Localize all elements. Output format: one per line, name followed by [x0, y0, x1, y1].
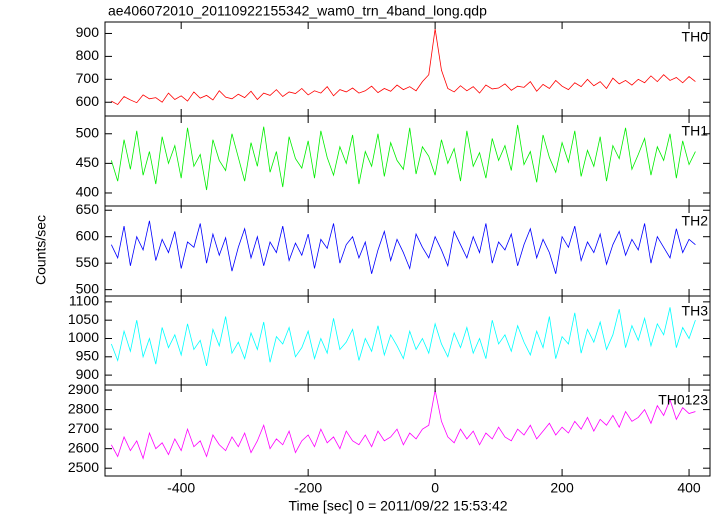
y-tick-label: 500 [76, 280, 100, 296]
series-label: TH3 [682, 303, 709, 319]
series-line [111, 28, 696, 106]
y-tick-label: 900 [76, 24, 100, 40]
panel-frame [104, 115, 711, 207]
y-tick-label: 550 [76, 254, 100, 270]
x-tick-label: 0 [431, 480, 439, 496]
y-tick-label: 400 [76, 184, 100, 200]
y-tick-label: 450 [76, 154, 100, 170]
y-tick-label: 2700 [68, 420, 99, 436]
series-line [110, 390, 696, 460]
x-tick-label: -200 [294, 480, 322, 496]
panel-frame [104, 21, 711, 117]
panel-frame [104, 384, 711, 477]
y-tick-label: 650 [76, 201, 100, 217]
series-label: TH1 [682, 123, 709, 139]
y-tick-label: 600 [76, 227, 100, 243]
y-tick-label: 1050 [68, 311, 99, 327]
y-tick-label: 500 [76, 124, 100, 140]
y-tick-label: 600 [76, 93, 100, 109]
series-label: TH2 [682, 213, 709, 229]
y-tick-label: 2800 [68, 400, 99, 416]
series-label: TH0123 [658, 392, 708, 408]
y-tick-label: 950 [76, 348, 100, 364]
y-tick-label: 800 [76, 47, 100, 63]
series-line [110, 307, 696, 367]
y-tick-label: 1100 [69, 293, 99, 309]
y-tick-label: 1000 [68, 329, 99, 345]
x-tick-label: -400 [167, 480, 195, 496]
y-tick-label: 2900 [68, 381, 99, 397]
y-tick-label: 900 [76, 366, 100, 382]
series-line [110, 220, 696, 274]
chart-title: ae406072010_20110922155342_wam0_trn_4ban… [108, 3, 487, 19]
series-label: TH0 [682, 29, 709, 45]
y-axis-label: Counts/sec [33, 215, 49, 285]
panel-frame [104, 205, 711, 297]
x-tick-label: 400 [677, 480, 701, 496]
y-tick-label: 2600 [68, 439, 99, 455]
x-tick-label: 200 [550, 480, 574, 496]
y-tick-label: 2500 [68, 459, 99, 475]
y-tick-label: 700 [76, 70, 100, 86]
x-axis-label: Time [sec] 0 = 2011/09/22 15:53:42 [288, 498, 507, 514]
series-line [110, 124, 696, 191]
